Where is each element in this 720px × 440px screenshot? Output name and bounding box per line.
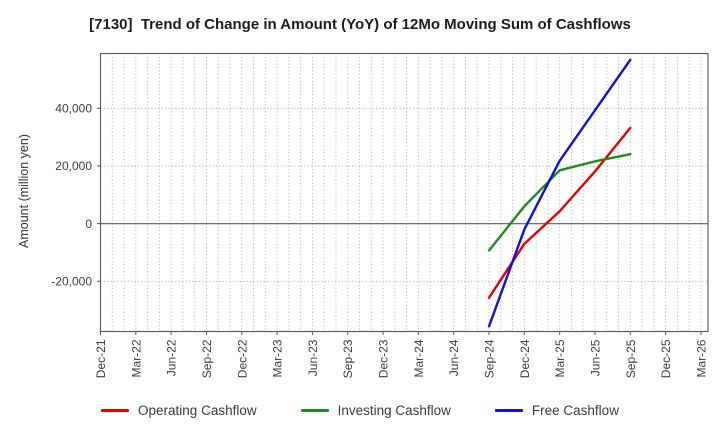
x-tick-label: Mar-26 (694, 339, 708, 377)
x-tick-label: Jun-22 (165, 339, 179, 376)
line-operating-cashflow (487, 126, 632, 299)
legend-label: Investing Cashflow (337, 403, 451, 418)
legend: Operating Cashflow Investing Cashflow Fr… (0, 403, 720, 418)
x-tick-label: Mar-25 (553, 339, 567, 377)
legend-label: Operating Cashflow (138, 403, 257, 418)
x-tick-label: Jun-25 (588, 339, 602, 376)
legend-label: Free Cashflow (531, 403, 619, 418)
line-free-cashflow (487, 58, 632, 328)
investing-cashflow-swatch (300, 409, 329, 412)
x-tick-label: Dec-25 (659, 339, 673, 378)
x-tick-label: Sep-25 (624, 339, 638, 378)
legend-item-investing: Investing Cashflow (300, 403, 451, 418)
y-tick-label: 40,000 (55, 101, 92, 115)
legend-item-free: Free Cashflow (494, 403, 619, 418)
x-tick-label: Mar-23 (271, 339, 285, 377)
x-tick-label: Dec-23 (377, 339, 391, 378)
y-tick-label: 20,000 (55, 159, 92, 173)
chart-title: [7130] Trend of Change in Amount (YoY) o… (89, 16, 631, 33)
x-gridlines (100, 53, 702, 332)
x-tick-label: Dec-22 (235, 339, 249, 378)
x-tick-label: Dec-24 (518, 339, 532, 378)
y-tick-label: 0 (85, 217, 92, 231)
x-tick-label: Mar-24 (412, 339, 426, 377)
x-tick-label: Sep-24 (483, 339, 497, 378)
x-tick-label: Jun-23 (306, 339, 320, 376)
x-tick-label: Sep-23 (341, 339, 355, 378)
plot-border (99, 52, 709, 333)
x-tick-label: Dec-21 (94, 339, 108, 378)
legend-item-operating: Operating Cashflow (101, 403, 257, 418)
x-tick-label: Mar-22 (129, 339, 143, 377)
y-tick-label: -20,000 (51, 275, 92, 289)
line-investing-cashflow (487, 152, 632, 252)
x-tick-label: Jun-24 (447, 339, 461, 376)
operating-cashflow-swatch (101, 409, 130, 412)
free-cashflow-swatch (494, 409, 523, 412)
x-tick-label: Sep-22 (200, 339, 214, 378)
